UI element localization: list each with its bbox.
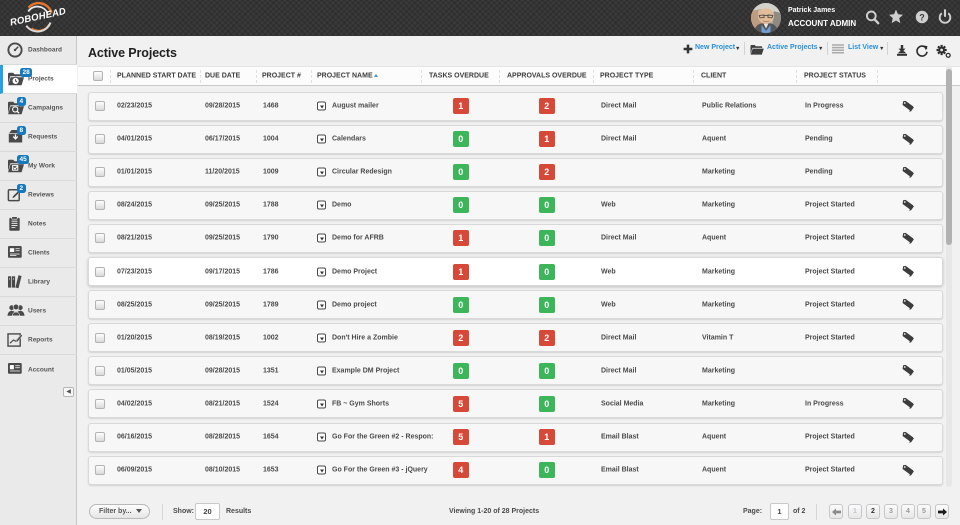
svg-text:ROBOHEAD: ROBOHEAD — [9, 6, 67, 29]
svg-text:?: ? — [919, 13, 925, 23]
